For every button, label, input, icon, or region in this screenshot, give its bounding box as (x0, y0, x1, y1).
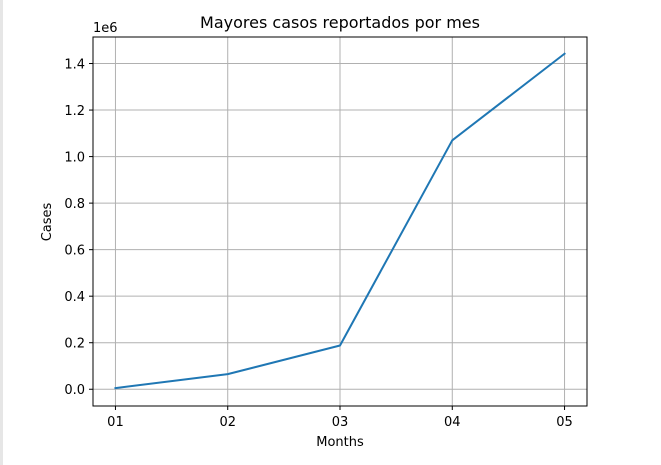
series-layer (114, 52, 566, 390)
y-axis-label: Cases (40, 202, 55, 241)
y-tick-label: 1.0 (64, 151, 85, 166)
series-line (114, 52, 566, 390)
grid-lines (93, 37, 587, 406)
x-tick-label: 03 (332, 415, 349, 430)
y-axis-ticks: 0.0 0.2 0.4 0.6 0.8 1.0 1.2 1.4 (64, 58, 93, 398)
y-tick-label: 1.2 (64, 104, 85, 119)
x-tick-label: 01 (107, 415, 124, 430)
x-tick-label: 02 (219, 415, 236, 430)
y-tick-label: 0.8 (64, 197, 85, 212)
chart-title: Mayores casos reportados por mes (200, 13, 480, 32)
x-tick-label: 04 (444, 415, 461, 430)
x-axis-ticks: 01 02 03 04 05 (107, 406, 573, 430)
y-scale-offset-label: 1e6 (93, 21, 118, 36)
y-tick-label: 0.6 (64, 244, 85, 259)
window-edge (0, 0, 3, 465)
y-tick-label: 0.2 (64, 337, 85, 352)
y-tick-label: 0.0 (64, 383, 85, 398)
y-tick-label: 0.4 (64, 290, 85, 305)
y-tick-label: 1.4 (64, 58, 85, 73)
x-tick-label: 05 (556, 415, 573, 430)
x-axis-label: Months (316, 435, 364, 450)
